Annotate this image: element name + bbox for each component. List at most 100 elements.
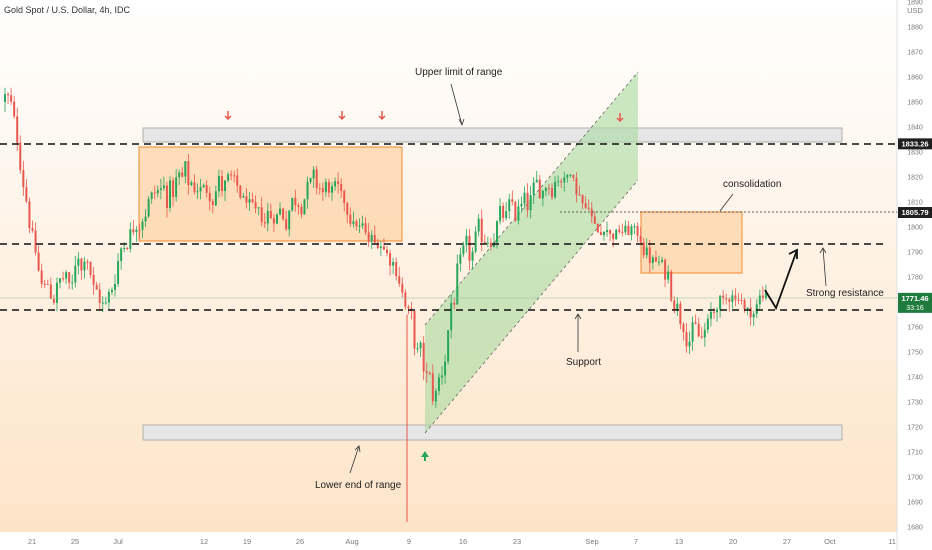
candle-body (364, 223, 367, 233)
candle-body (661, 259, 664, 262)
candle-body (764, 290, 767, 299)
candle-body (633, 226, 636, 228)
candle-body (480, 218, 483, 243)
candle-body (447, 330, 450, 362)
time-axis-panel[interactable] (0, 532, 897, 550)
candle-body (428, 372, 431, 374)
candle-body (416, 348, 419, 350)
x-tick-label: 19 (243, 537, 251, 546)
candle-body (679, 303, 682, 325)
candle-body (193, 182, 196, 192)
candle-body (453, 302, 456, 305)
candle-body (272, 218, 275, 224)
candle-body (437, 377, 440, 392)
x-tick-label: 12 (200, 537, 208, 546)
candle-body (434, 391, 437, 402)
candle-body (13, 101, 16, 117)
candle-body (401, 283, 404, 293)
candle-body (722, 295, 725, 299)
candle-body (248, 199, 251, 203)
candle-body (214, 191, 217, 206)
candle-body (676, 303, 679, 311)
candle-body (37, 252, 40, 271)
chart-background (0, 0, 897, 532)
candle-body (639, 235, 642, 243)
candle-body (77, 258, 80, 266)
candle-body (642, 242, 645, 256)
candlestick-series (4, 87, 767, 522)
candle-body (346, 203, 349, 215)
candle-body (62, 278, 65, 280)
candle-body (395, 262, 398, 277)
strong-resistance-label: Strong resistance (806, 288, 884, 299)
candle-body (657, 261, 660, 263)
candle-body (309, 178, 312, 182)
candle-body (19, 142, 22, 170)
candle-body (92, 274, 95, 285)
y-tick-label: 1820 (907, 175, 923, 182)
candle-body (520, 203, 523, 207)
candle-body (211, 201, 214, 206)
candle-body (4, 94, 6, 102)
candle-body (144, 216, 147, 222)
candle-body (334, 181, 337, 187)
lower-range-zone (142, 424, 843, 441)
upper-limit-pointer (450, 83, 463, 126)
candle-body (441, 375, 444, 378)
candle-body (129, 229, 132, 249)
candle-body (162, 185, 165, 189)
price-axis-panel[interactable] (897, 0, 932, 550)
candle-body (159, 188, 162, 190)
x-tick-label: 23 (513, 537, 521, 546)
candle-body (49, 284, 52, 299)
lower-end-pointer (349, 445, 360, 474)
candle-body (187, 161, 190, 186)
channel-bottom-line (424, 179, 639, 434)
candle-body (28, 201, 31, 229)
candle-body (725, 298, 728, 300)
y-tick-label: 1860 (907, 75, 923, 82)
range-box (138, 146, 403, 242)
candle-body (227, 174, 230, 181)
projection-path (764, 249, 798, 311)
candle-body (358, 225, 361, 227)
y-tick-label: 1870 (907, 50, 923, 57)
candle-body (288, 210, 291, 230)
candle-body (431, 373, 434, 402)
candle-body (404, 292, 407, 307)
candle-body (728, 299, 731, 302)
candle-body (599, 232, 602, 236)
consolidation-label: consolidation (723, 179, 781, 190)
candle-body (560, 181, 563, 183)
candle-body (80, 258, 83, 271)
time-axis[interactable]: 21 25 Jul 12 19 26 Aug 9 16 23 Sep 7 13 20 27 Oct 11 (28, 537, 896, 546)
candle-body (89, 261, 92, 275)
candle-body (593, 216, 596, 224)
candle-body (419, 342, 422, 349)
candle-body (489, 242, 492, 247)
candle-body (407, 306, 410, 309)
candle-body (474, 231, 477, 252)
candle-body (547, 187, 550, 189)
candle-body (233, 175, 236, 177)
candle-body (340, 184, 343, 191)
candle-body (321, 188, 324, 193)
candle-body (43, 283, 46, 285)
candle-body (587, 207, 590, 209)
candle-body (471, 251, 474, 261)
candle-body (483, 242, 486, 244)
candle-body (46, 283, 49, 285)
strong-resistance-pointer-head (819, 247, 827, 254)
y-tick-label: 1850 (907, 100, 923, 107)
candle-body (165, 185, 168, 209)
candle-body (538, 179, 541, 199)
candle-body (422, 342, 425, 372)
candle-body (535, 179, 538, 183)
candle-body (389, 253, 392, 266)
down-arrow-icon (224, 111, 624, 123)
price-axis[interactable]: 1680169017001710172017301740175017601770… (907, 0, 923, 532)
candle-body (697, 323, 700, 337)
candle-body (330, 186, 333, 193)
y-tick-label: 1780 (907, 275, 923, 282)
